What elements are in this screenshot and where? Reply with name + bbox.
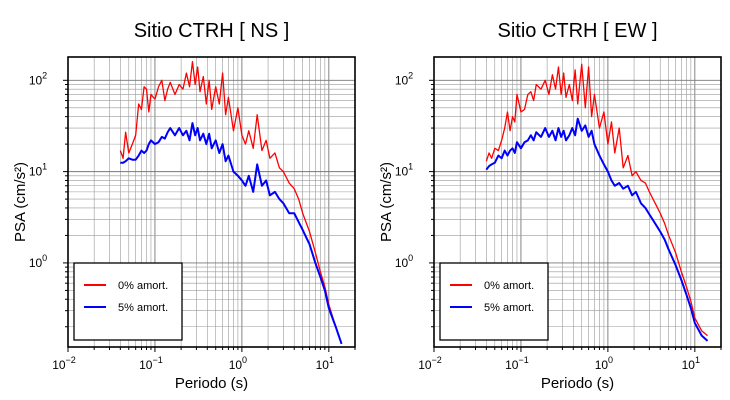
legend-label: 0% amort.: [118, 280, 168, 292]
series-line-damping-0: [485, 63, 708, 337]
series-line-damping-0: [119, 61, 343, 345]
legend-label: 0% amort.: [484, 280, 534, 292]
x-tick-label: 101: [316, 355, 334, 372]
y-tick-label: 101: [29, 162, 47, 179]
y-tick-label: 100: [395, 253, 413, 270]
x-tick-label: 101: [682, 355, 700, 372]
y-axis-label: PSA (cm/s²): [12, 162, 29, 242]
y-tick-label: 102: [395, 70, 413, 87]
x-tick-label: 100: [595, 355, 613, 372]
chart-title: Sitio CTRH [ EW ]: [497, 20, 657, 42]
y-tick-label: 100: [29, 253, 47, 270]
x-tick-label: 10−2: [52, 355, 76, 372]
series-line-damping-5: [485, 117, 709, 342]
x-axis-label: Periodo (s): [541, 375, 614, 392]
y-tick-label: 102: [29, 70, 47, 87]
y-axis-label: PSA (cm/s²): [378, 162, 395, 242]
series-line-damping-5: [120, 122, 343, 345]
x-tick-label: 10−1: [505, 355, 529, 372]
plot-frame: [433, 56, 722, 348]
legend-box: [73, 262, 183, 341]
x-tick-label: 10−1: [139, 355, 163, 372]
legend: 0% amort. 5% amort.: [73, 262, 183, 341]
x-tick-label: 10−2: [418, 355, 442, 372]
y-tick-label: 101: [395, 162, 413, 179]
legend-label: 5% amort.: [484, 302, 534, 314]
chart-panel-2: 10−2 10−1 100 101 100 101 102 Sitio CTRH [ EW ]…: [378, 20, 722, 392]
x-tick-label: 100: [229, 355, 247, 372]
legend: 0% amort. 5% amort.: [439, 262, 549, 341]
chart-panel-1: 10−2 10−1 100 101 100 101 102 Sitio CTRH [ NS ]…: [12, 20, 356, 392]
chart-title: Sitio CTRH [ NS ]: [134, 20, 290, 42]
legend-label: 5% amort.: [118, 302, 168, 314]
plot-frame: [67, 56, 356, 348]
x-axis-label: Periodo (s): [175, 375, 248, 392]
grid: [433, 57, 722, 347]
grid: [67, 57, 356, 347]
legend-box: [439, 262, 549, 341]
